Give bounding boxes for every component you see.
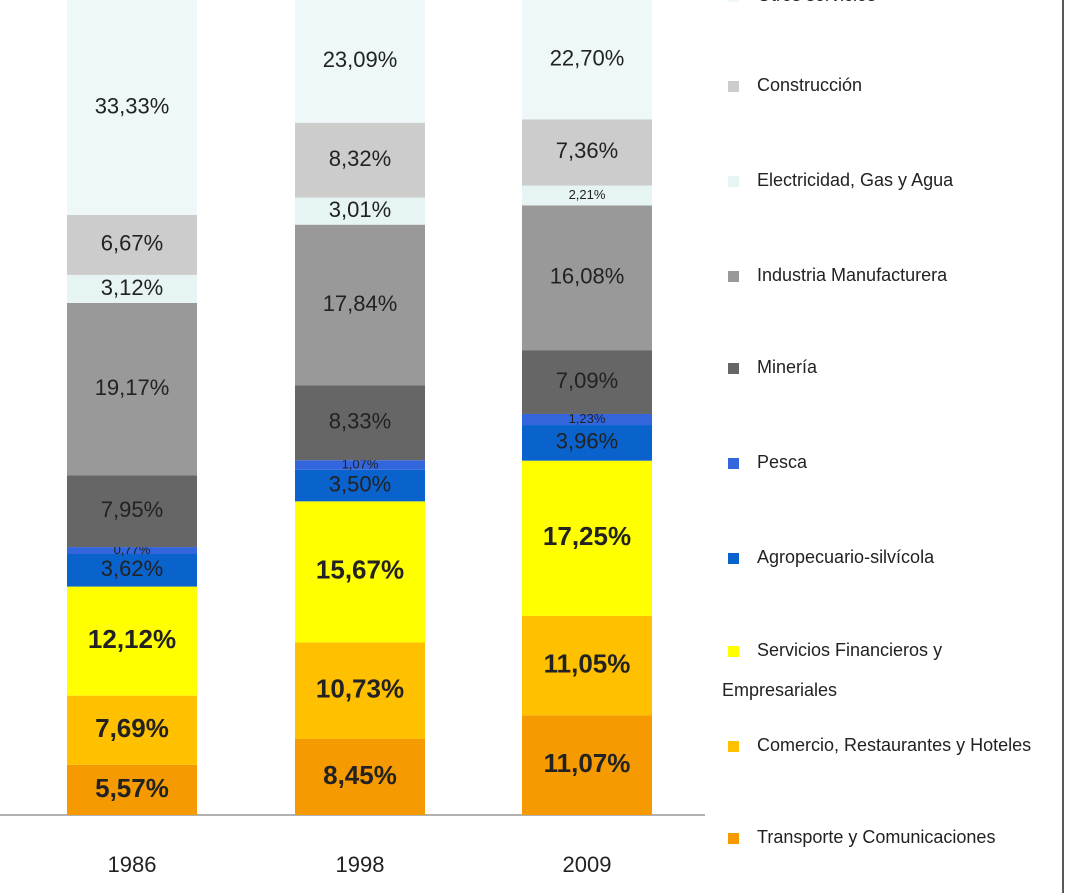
bar-segment: [295, 642, 425, 739]
data-label: 1,07%: [342, 456, 379, 471]
bar-segment: [295, 460, 425, 470]
bar-segment: [522, 350, 652, 414]
data-label: 3,62%: [101, 556, 163, 581]
bar-segment: [67, 547, 197, 554]
legend-label: Servicios Financieros y Empresariales: [722, 640, 943, 700]
data-label: 7,95%: [101, 497, 163, 522]
bar-segment: [67, 695, 197, 765]
bar-segment: [522, 0, 652, 120]
bar-segment: [67, 475, 197, 548]
data-label: 7,69%: [95, 713, 169, 743]
data-label: 17,84%: [323, 291, 398, 316]
data-label: 16,08%: [550, 264, 625, 289]
data-label: 11,05%: [544, 649, 631, 679]
bar-segment: [295, 469, 425, 502]
data-label: 7,09%: [556, 368, 618, 393]
legend-label: Industria Manufacturera: [757, 265, 948, 285]
legend-item: Construcción: [722, 65, 1042, 105]
data-label: 3,96%: [556, 429, 618, 454]
legend-swatch: [728, 645, 739, 657]
data-label: 3,12%: [101, 275, 163, 300]
bar-segment: [67, 764, 197, 815]
legend-swatch: [728, 832, 739, 844]
legend-swatch: [728, 80, 739, 92]
bar-segment: [67, 214, 197, 275]
bar-segment: [295, 0, 425, 123]
data-label: 22,70%: [550, 45, 625, 70]
data-label: 5,57%: [95, 773, 169, 803]
legend-item: Electricidad, Gas y Agua: [722, 160, 1042, 200]
x-tick-label: 1998: [336, 852, 385, 877]
bar-segment: [295, 224, 425, 386]
bar-segment: [67, 302, 197, 476]
bar-segment: [295, 738, 425, 815]
legend-label: Agropecuario-silvícola: [757, 547, 935, 567]
data-label: 23,09%: [323, 47, 398, 72]
data-label: 15,67%: [316, 555, 404, 585]
legend-label: Pesca: [757, 452, 808, 472]
bar-segment: [522, 425, 652, 461]
bar-segment: [522, 185, 652, 206]
data-label: 1,23%: [569, 411, 606, 426]
bar-segment: [295, 501, 425, 643]
legend-item: Transporte y Comunicaciones: [722, 817, 1042, 857]
legend-swatch: [728, 740, 739, 752]
data-label: 7,36%: [556, 138, 618, 163]
legend-label: Transporte y Comunicaciones: [757, 827, 996, 847]
x-tick-label: 1986: [108, 852, 157, 877]
legend-swatch: [728, 457, 739, 469]
legend-item: Comercio, Restaurantes y Hoteles: [722, 725, 1042, 765]
data-label: 17,25%: [543, 521, 631, 551]
data-label: 19,17%: [95, 375, 170, 400]
legend-label: Construcción: [757, 75, 863, 95]
data-label: 8,32%: [329, 146, 391, 171]
legend-swatch: [728, 175, 739, 187]
legend-item: Servicios Financieros y Empresariales: [722, 630, 1042, 710]
legend-item: Minería: [722, 347, 1042, 387]
data-label: 3,50%: [329, 471, 391, 496]
bar-segment: [295, 385, 425, 461]
data-label: 2,21%: [569, 187, 606, 202]
legend-item: Industria Manufacturera: [722, 255, 1042, 295]
legend-item: Pesca: [722, 442, 1042, 482]
data-label: 6,67%: [101, 231, 163, 256]
bar-segment: [67, 274, 197, 303]
bar-segment: [522, 615, 652, 716]
legend-label: Minería: [757, 357, 818, 377]
bar-segment: [67, 0, 197, 215]
legend-item: Otros servicios: [722, 0, 1042, 15]
legend: Transporte y Comunicaciones Comercio, Res…: [722, 0, 1052, 893]
bar-segment: [295, 197, 425, 225]
bar-segment: [522, 460, 652, 616]
legend-label: Comercio, Restaurantes y Hoteles: [757, 735, 1032, 755]
legend-swatch: [728, 552, 739, 564]
legend-label: Otros servicios: [757, 0, 876, 5]
legend-item: Agropecuario-silvícola: [722, 537, 1042, 577]
data-label: 3,01%: [329, 197, 391, 222]
bar-segment: [522, 413, 652, 426]
data-label: 11,07%: [544, 748, 631, 778]
data-label: 8,45%: [323, 760, 397, 790]
x-tick-label: 2009: [563, 852, 612, 877]
bar-segment: [522, 119, 652, 186]
legend-swatch: [728, 0, 739, 2]
data-label: 12,12%: [88, 624, 176, 654]
bar-segment: [522, 715, 652, 815]
bar-segment: [522, 205, 652, 351]
data-label: 8,33%: [329, 409, 391, 434]
bar-segment: [67, 554, 197, 587]
data-label: 33,33%: [95, 93, 170, 118]
legend-swatch: [728, 362, 739, 374]
bar-segment: [67, 586, 197, 696]
data-label: 10,73%: [316, 674, 404, 704]
bar-segment: [295, 122, 425, 198]
legend-swatch: [728, 270, 739, 282]
legend-label: Electricidad, Gas y Agua: [757, 170, 954, 190]
